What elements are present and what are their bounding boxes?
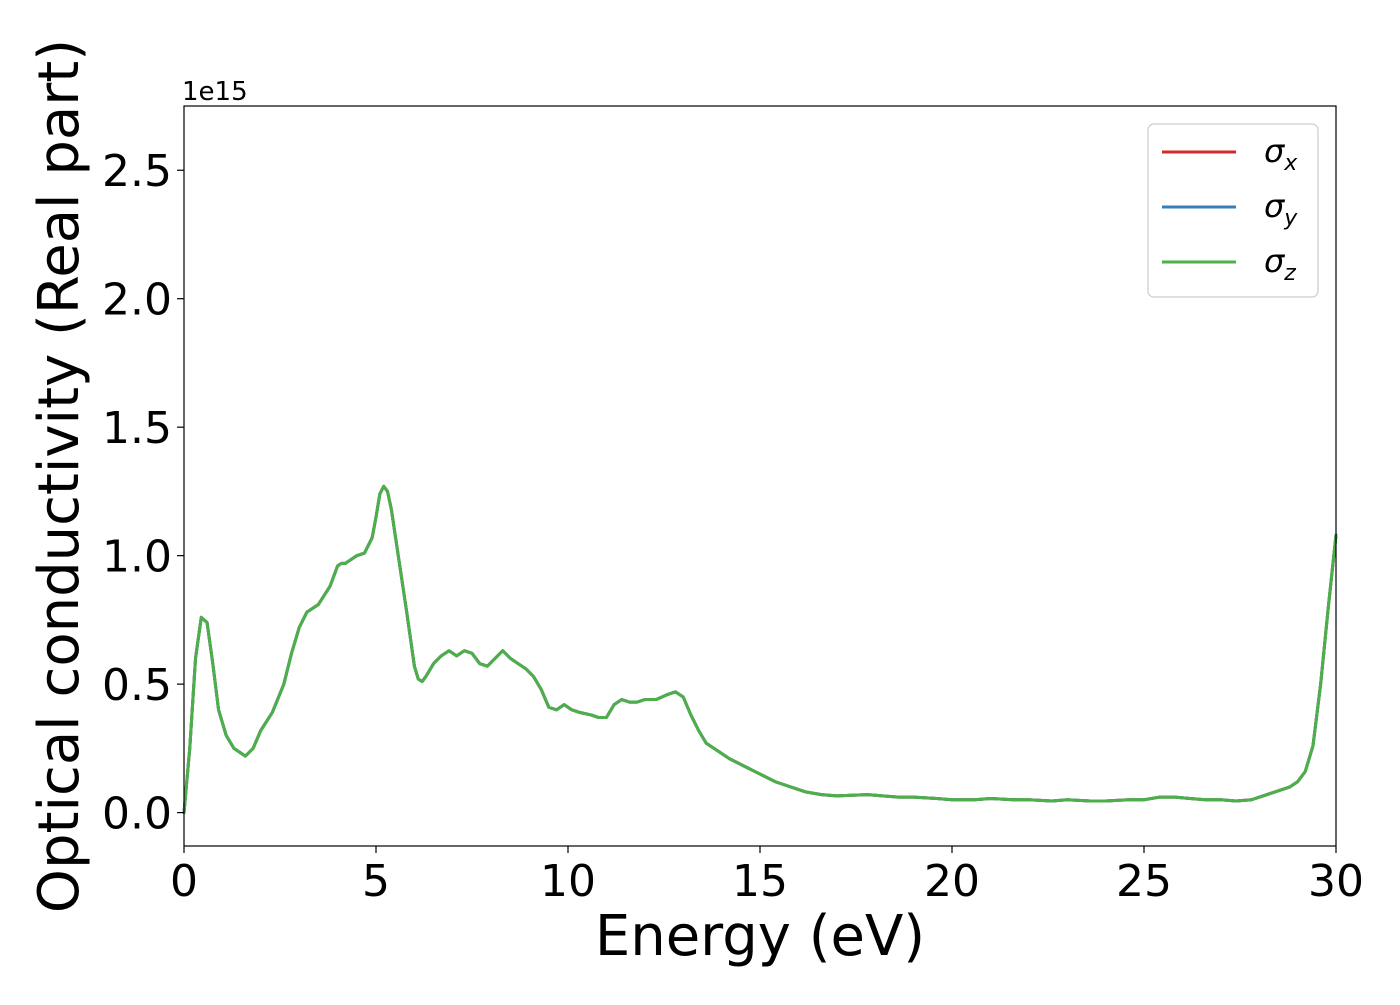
y-tick-label: 0.5 <box>102 660 172 711</box>
y-offset-label: 1e15 <box>182 77 248 107</box>
x-tick-label: 25 <box>1116 856 1172 907</box>
y-tick-label: 2.0 <box>102 275 172 326</box>
y-tick-label: 0.0 <box>102 789 172 840</box>
x-axis-label: Energy (eV) <box>595 904 925 969</box>
series-layer <box>182 484 1338 815</box>
x-tick-label: 5 <box>362 856 390 907</box>
y-tick-label: 1.5 <box>102 403 172 454</box>
series-line-2 <box>182 484 1338 815</box>
legend-subscript-z: z <box>1283 261 1296 286</box>
series-line-0 <box>182 484 1338 815</box>
x-tick-label: 15 <box>732 856 788 907</box>
y-axis-label: Optical conductivity (Real part) <box>27 39 92 913</box>
legend-box <box>1147 123 1319 298</box>
x-tick-label: 30 <box>1308 856 1364 907</box>
y-axis-ticks: 0.0 0.5 1.0 1.5 2.0 2.5 <box>102 146 184 840</box>
x-tick-label: 10 <box>540 856 596 907</box>
x-tick-label: 20 <box>924 856 980 907</box>
x-axis-ticks: 0 5 10 15 20 25 30 <box>170 846 1364 907</box>
legend-subscript-y: y <box>1283 206 1298 231</box>
series-line-1 <box>182 484 1338 815</box>
legend-subscript-x: x <box>1283 151 1298 176</box>
y-tick-label: 2.5 <box>102 146 172 197</box>
x-tick-label: 0 <box>170 856 198 907</box>
y-tick-label: 1.0 <box>102 532 172 583</box>
legend-label-z: σz <box>1264 242 1296 286</box>
